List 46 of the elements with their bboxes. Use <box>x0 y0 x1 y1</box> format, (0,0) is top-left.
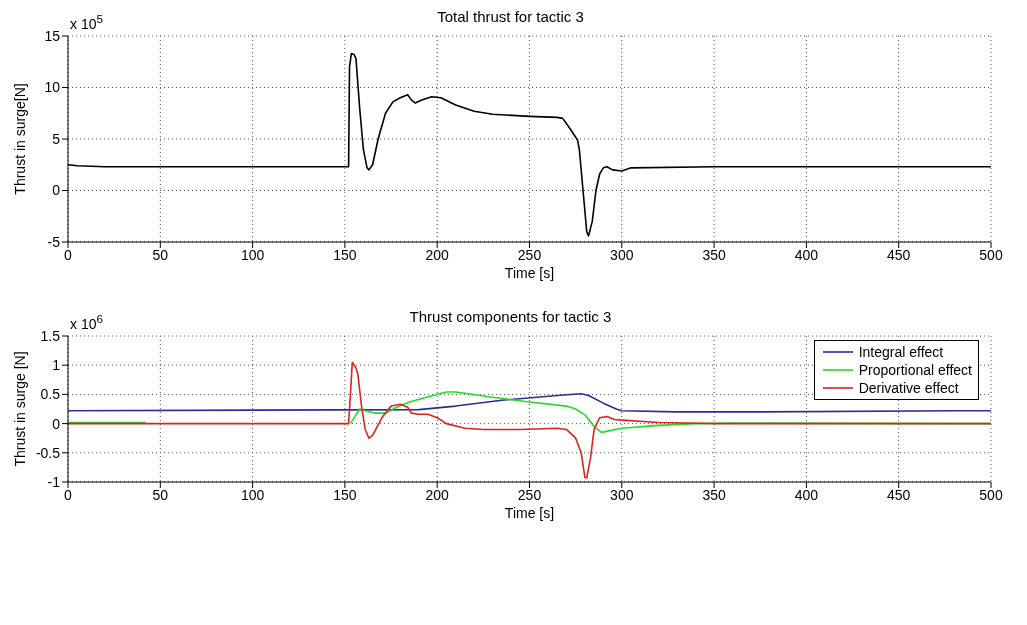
y-tick-label: 0 <box>52 182 61 199</box>
legend-label: Derivative effect <box>858 379 959 397</box>
line-series <box>68 361 991 479</box>
x-tick-label: 100 <box>240 246 265 263</box>
y-tick-label: -0.5 <box>35 444 61 461</box>
y-tick-label: 5 <box>52 130 61 147</box>
x-tick-label: 0 <box>64 486 73 503</box>
x-tick-label: 500 <box>979 486 1003 503</box>
y-tick-label: 0 <box>52 415 61 432</box>
y-tick-label: 0.5 <box>40 386 61 403</box>
x-tick-label: 350 <box>702 486 726 503</box>
legend-label: Integral effect <box>858 343 944 361</box>
x-tick-label: 300 <box>610 486 634 503</box>
x-tick-label: 0 <box>64 246 73 263</box>
x-tick-label: 250 <box>517 246 542 263</box>
x-axis-title: Time [s] <box>504 505 555 521</box>
chart-title: Total thrust for tactic 3 <box>437 8 584 25</box>
text: x 10$^{5}$ <box>70 12 103 32</box>
y-tick-label: 1 <box>52 357 61 374</box>
y-tick-label: -1 <box>47 473 61 490</box>
x-tick-label: 350 <box>702 246 726 263</box>
y-axis-title: Thrust in surge [N] <box>11 351 28 467</box>
x-tick-label: 150 <box>333 486 357 503</box>
x-tick-label: 450 <box>887 486 911 503</box>
x-tick-label: 100 <box>240 486 265 503</box>
legend-label: Proportional effect <box>858 361 972 379</box>
x-tick-label: 300 <box>610 246 634 263</box>
x-tick-label: 250 <box>517 486 542 503</box>
x-tick-label: 150 <box>333 246 357 263</box>
y-tick-label: -5 <box>47 233 61 250</box>
y-axis-title: Thrust in surge[N] <box>11 83 28 195</box>
line-series <box>68 393 991 413</box>
x-tick-label: 400 <box>794 486 819 503</box>
x-tick-label: 450 <box>887 246 911 263</box>
y-tick-label: 1.5 <box>40 327 61 344</box>
text: x 10$^{6}$ <box>70 312 103 332</box>
x-tick-label: 200 <box>425 246 450 263</box>
x-axis-title: Time [s] <box>504 265 555 281</box>
y-tick-label: 15 <box>44 27 61 44</box>
x-tick-label: 500 <box>979 246 1003 263</box>
x-tick-label: 200 <box>425 486 450 503</box>
x-tick-label: 400 <box>794 246 819 263</box>
x-tick-label: 50 <box>152 486 169 503</box>
chart-title: Thrust components for tactic 3 <box>409 308 612 325</box>
x-tick-label: 50 <box>152 246 169 263</box>
y-tick-label: 10 <box>44 79 61 96</box>
